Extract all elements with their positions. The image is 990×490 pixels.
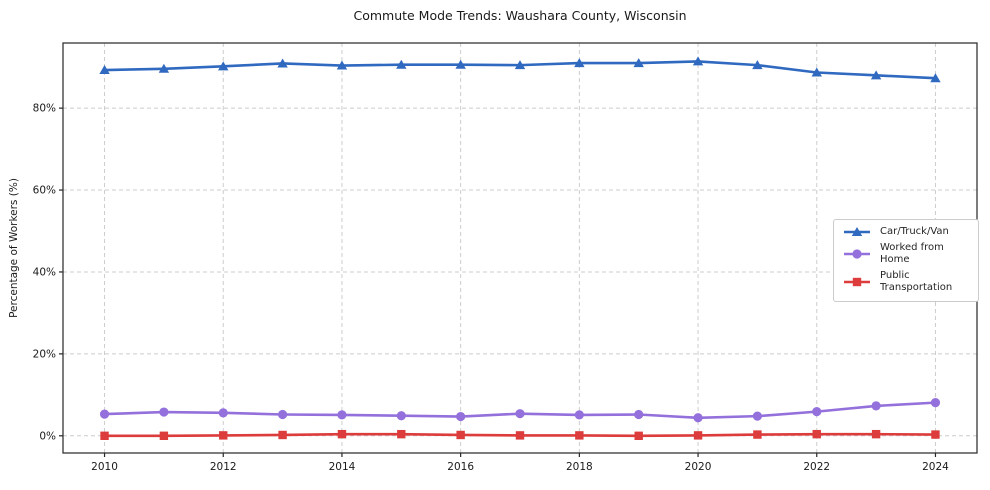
data-point-car-truck-van — [574, 58, 585, 68]
legend-marker-circle-icon — [844, 249, 870, 259]
data-point-public-transportation — [159, 431, 169, 440]
data-point-public-transportation — [871, 429, 881, 439]
y-tick-label: 0% — [39, 430, 56, 442]
data-point-worked-from-home — [812, 407, 822, 417]
data-point-public-transportation — [753, 430, 762, 439]
data-point-worked-from-home — [456, 411, 466, 422]
data-point-worked-from-home — [693, 413, 703, 423]
legend-item-public-transportation: Public Transportation — [842, 270, 970, 294]
data-point-car-truck-van — [752, 60, 763, 70]
data-point-car-truck-van — [218, 61, 229, 71]
legend-label: Worked from Home — [880, 242, 944, 265]
data-point-car-truck-van — [514, 60, 526, 70]
data-point-worked-from-home — [515, 409, 525, 419]
data-point-worked-from-home — [930, 398, 941, 408]
data-point-worked-from-home — [159, 407, 169, 417]
legend-label: Public Transportation — [880, 270, 953, 293]
data-point-car-truck-van — [870, 70, 882, 80]
data-point-worked-from-home — [871, 401, 881, 411]
legend-marker-square-icon — [844, 277, 870, 287]
y-tick-label: 80% — [33, 103, 56, 115]
legend-item-worked-from-home: Worked from Home — [842, 242, 970, 266]
data-point-public-transportation — [575, 431, 584, 440]
data-point-public-transportation — [931, 430, 940, 439]
legend-marker-shape — [851, 227, 863, 236]
legend-label: Car/Truck/Van — [880, 226, 949, 237]
x-tick-label: 2024 — [922, 461, 949, 473]
data-point-public-transportation — [100, 431, 109, 440]
data-point-worked-from-home — [752, 411, 763, 421]
legend-marker-triangle-icon — [844, 227, 870, 236]
data-point-car-truck-van — [158, 63, 170, 73]
data-point-worked-from-home — [337, 410, 347, 420]
data-point-worked-from-home — [634, 409, 644, 420]
data-point-worked-from-home — [574, 410, 584, 420]
x-tick-label: 2014 — [329, 461, 356, 473]
data-point-car-truck-van — [930, 73, 941, 83]
legend-marker-shape — [852, 277, 862, 287]
chart-title: Commute Mode Trends: Waushara County, Wi… — [353, 8, 687, 23]
data-point-car-truck-van — [396, 59, 407, 69]
legend-marker-shape — [852, 249, 862, 259]
data-point-car-truck-van — [633, 58, 644, 68]
data-point-car-truck-van — [692, 56, 704, 66]
data-point-public-transportation — [515, 431, 525, 440]
data-point-car-truck-van — [455, 59, 466, 69]
x-tick-label: 2012 — [210, 461, 237, 473]
data-point-worked-from-home — [218, 408, 228, 418]
data-point-car-truck-van — [277, 58, 288, 68]
data-point-car-truck-van — [99, 65, 110, 75]
legend: Car/Truck/Van Worked from Home Public Tran… — [833, 219, 979, 302]
data-point-worked-from-home — [396, 411, 406, 421]
legend-item-car-truck-van: Car/Truck/Van — [842, 226, 970, 238]
y-tick-label: 20% — [33, 348, 56, 360]
data-point-public-transportation — [337, 429, 347, 439]
y-tick-label: 40% — [33, 266, 56, 278]
x-tick-label: 2018 — [566, 461, 593, 473]
data-point-public-transportation — [219, 431, 228, 440]
data-point-public-transportation — [278, 430, 287, 440]
data-point-public-transportation — [456, 430, 465, 440]
data-point-worked-from-home — [277, 409, 288, 420]
x-tick-label: 2010 — [91, 461, 118, 473]
x-tick-label: 2020 — [685, 461, 712, 473]
data-point-car-truck-van — [336, 60, 348, 70]
x-tick-label: 2016 — [447, 461, 474, 473]
y-tick-label: 60% — [33, 185, 56, 197]
x-tick-label: 2022 — [803, 461, 830, 473]
data-point-public-transportation — [693, 431, 703, 440]
data-point-car-truck-van — [811, 67, 822, 77]
data-point-public-transportation — [397, 429, 406, 439]
data-point-public-transportation — [634, 431, 643, 440]
data-point-worked-from-home — [99, 409, 110, 419]
data-point-public-transportation — [812, 429, 821, 439]
